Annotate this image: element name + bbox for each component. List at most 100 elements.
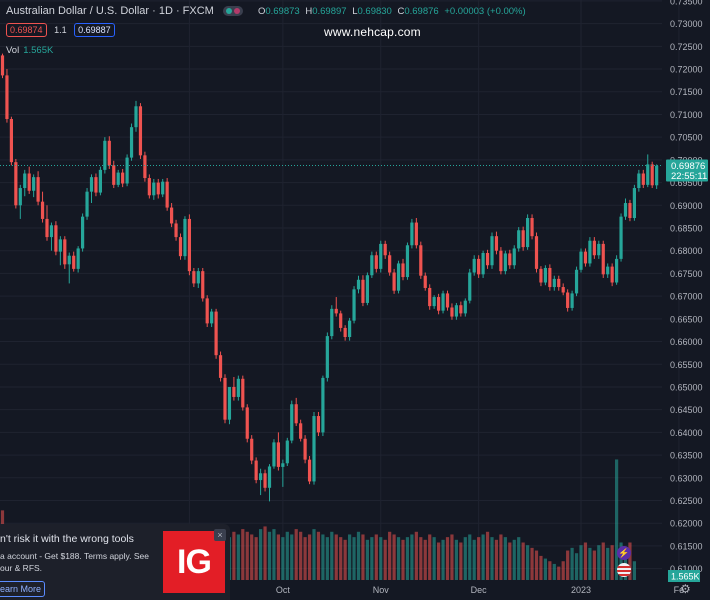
candle-body [419, 245, 423, 276]
candle-body [312, 416, 316, 482]
candle [259, 468, 263, 496]
y-tick-label: 0.66500 [670, 314, 703, 324]
candle-body [356, 279, 361, 290]
close-icon[interactable]: × [214, 529, 226, 541]
volume-bar [459, 542, 463, 580]
volume-bar [241, 529, 245, 580]
candle [125, 154, 129, 187]
candle [481, 250, 485, 278]
buy-button[interactable]: 0.69887 [74, 23, 115, 37]
candle [410, 218, 414, 249]
candle-body [85, 191, 89, 217]
price-axis[interactable]: 0.73500 0.73000 0.72500 0.72000 0.71500 0.710… [670, 0, 703, 574]
candle-body [543, 267, 547, 283]
candle-body [352, 289, 356, 321]
x-tick-label: Nov [373, 585, 390, 595]
volume-bar [290, 534, 294, 580]
volume-bar [552, 563, 556, 580]
volume-bar [485, 531, 490, 580]
candle-body [454, 305, 458, 317]
candle-body [112, 165, 116, 185]
volume-bar [250, 534, 254, 580]
volume-bar [601, 542, 605, 580]
candle [36, 171, 40, 206]
volume-bar [254, 537, 258, 580]
candle [583, 248, 588, 267]
candle-body [339, 313, 343, 328]
candle-body [574, 269, 579, 294]
candle-body [610, 266, 614, 283]
candle [557, 275, 561, 291]
bolt-icon[interactable]: ⚡ [617, 546, 631, 560]
candle [0, 53, 5, 79]
candle-body [588, 240, 592, 264]
candle [494, 231, 499, 255]
candle-body [98, 169, 102, 193]
volume-bar [307, 534, 312, 580]
candle-body [606, 266, 610, 275]
volume-tag: 1.565K [668, 570, 700, 582]
candle-body [472, 258, 476, 273]
candle [619, 213, 623, 262]
volume-bar [374, 534, 378, 580]
candle-body [450, 307, 454, 317]
volume-bar [530, 547, 534, 580]
volume-bar [414, 531, 418, 580]
symbol-title[interactable]: Australian Dollar / U.S. Dollar · 1D · F… [6, 5, 214, 17]
candle-body [32, 177, 36, 191]
candle [227, 386, 232, 425]
candle [245, 404, 249, 443]
candle [521, 226, 525, 251]
volume-bar [263, 526, 267, 580]
trade-buttons: 0.69874 1.1 0.69887 [6, 23, 115, 37]
volume-bar [481, 534, 485, 580]
candle-body [187, 218, 191, 272]
candle [196, 267, 200, 288]
candle [628, 199, 632, 222]
symbol-legend[interactable]: Australian Dollar / U.S. Dollar · 1D · F… [6, 5, 529, 17]
volume-bar [325, 537, 329, 580]
time-axis[interactable]: SepOctNovDec2023Fe [181, 585, 684, 595]
candle-body [615, 258, 619, 283]
volume-legend[interactable]: Vol 1.565K [6, 45, 53, 56]
ad-learn-more-button[interactable]: earn More [0, 581, 45, 597]
candle-body [210, 311, 214, 324]
candle [156, 178, 160, 199]
volume-bar [499, 534, 503, 580]
price-tag-countdown: 22:55:11 [671, 171, 707, 182]
low-label: L [352, 6, 358, 17]
candle-body [303, 438, 307, 460]
candle [54, 221, 58, 256]
candle [405, 242, 410, 280]
candle [414, 218, 418, 249]
us-flag-icon[interactable] [617, 563, 631, 577]
candle-body [143, 155, 147, 179]
candle [503, 250, 507, 275]
candle [530, 214, 534, 240]
candle [361, 275, 365, 307]
candle-body [592, 240, 596, 256]
sell-button[interactable]: 0.69874 [6, 23, 47, 37]
y-tick-label: 0.64000 [670, 428, 703, 438]
candle-body [214, 311, 218, 356]
candle [352, 286, 356, 324]
candle [281, 459, 285, 487]
volume-label: Vol [6, 45, 20, 56]
y-tick-label: 0.71000 [670, 110, 703, 120]
volume-bar [343, 539, 347, 580]
volume-bar [303, 537, 307, 580]
candle [485, 249, 490, 269]
candle-body [601, 243, 605, 275]
settings-icon[interactable]: ⚙ [680, 582, 691, 596]
volume-bar [361, 534, 365, 580]
y-tick-label: 0.64500 [670, 405, 703, 415]
market-status-toggle[interactable] [222, 6, 243, 17]
ad-banner[interactable]: n't risk it with the wrong tools a accou… [0, 524, 230, 600]
candle-body [552, 278, 556, 288]
candle-body [548, 267, 552, 288]
candle [615, 255, 619, 285]
ig-logo[interactable]: IG [163, 531, 225, 593]
candle-body [58, 239, 62, 252]
candle-body [490, 236, 494, 266]
